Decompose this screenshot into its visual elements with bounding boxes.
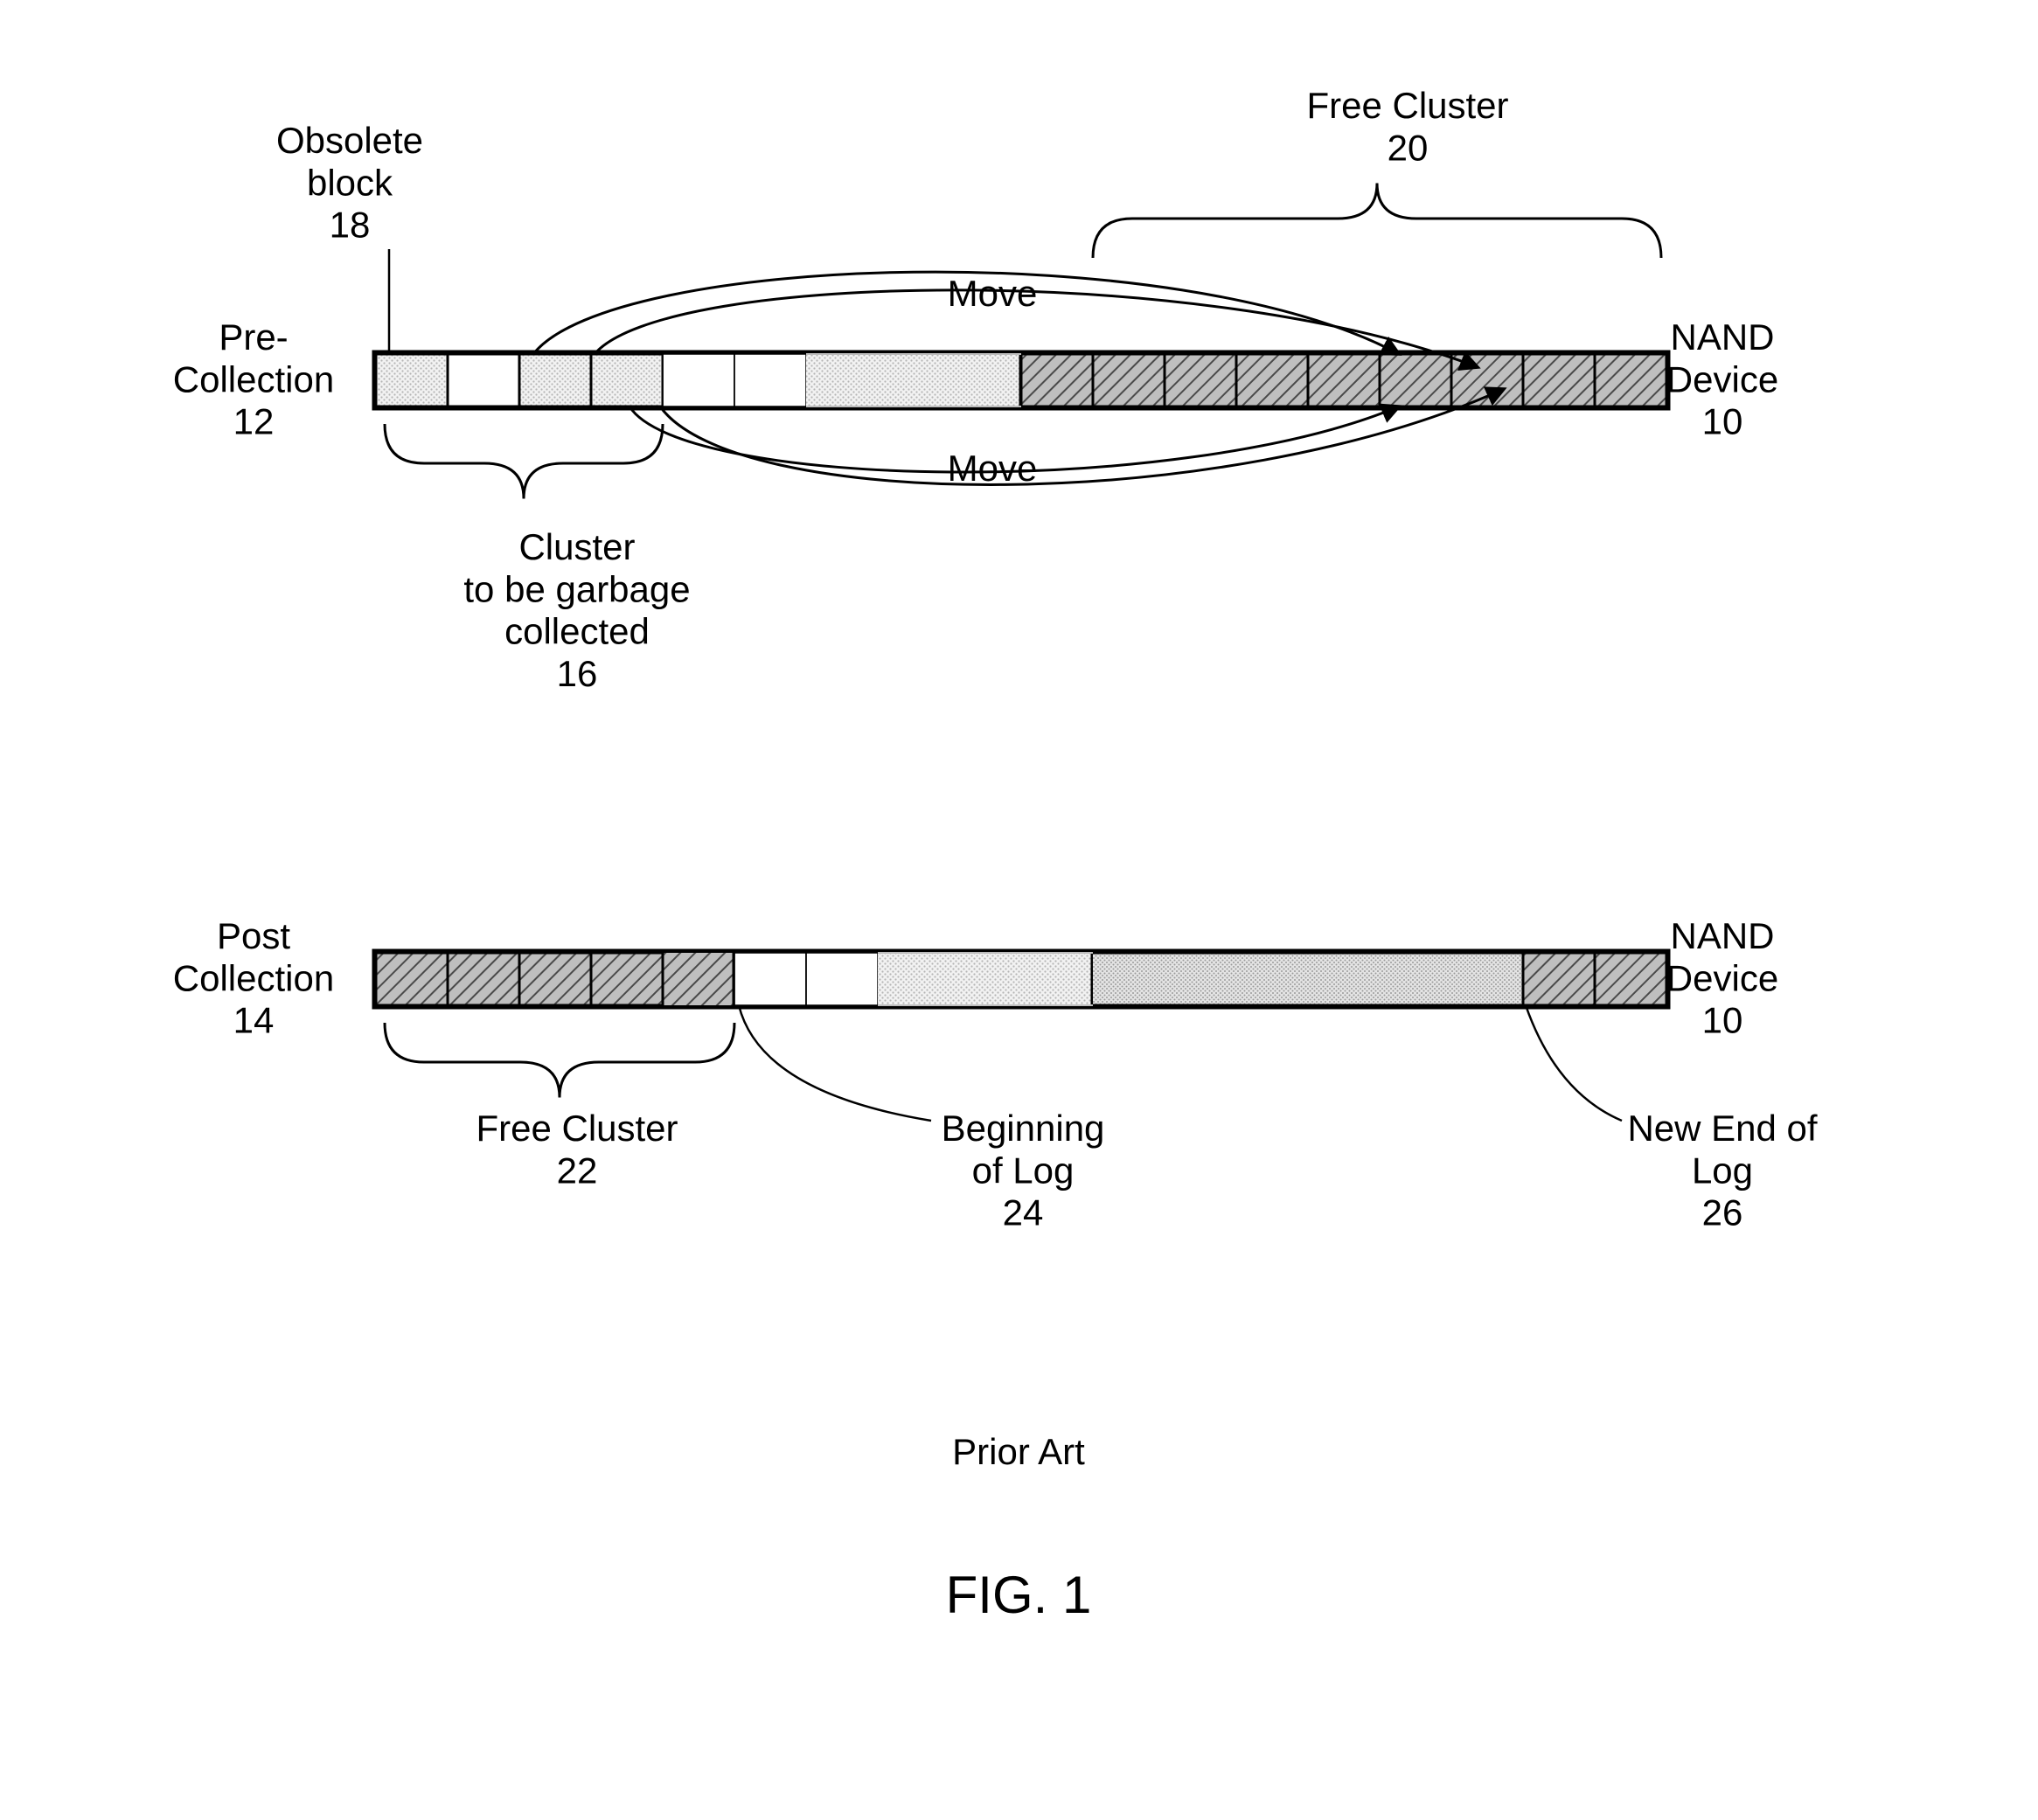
label-move-1: Move — [948, 273, 1038, 314]
svg-text:block: block — [307, 162, 393, 203]
svg-text:New End of: New End of — [1627, 1108, 1817, 1149]
label-cluster-16: Clusterto be garbagecollected16 — [463, 526, 690, 694]
svg-text:Pre-: Pre- — [219, 316, 288, 358]
svg-text:Obsolete: Obsolete — [276, 120, 423, 161]
svg-text:Collection: Collection — [173, 957, 334, 998]
svg-text:to be garbage: to be garbage — [463, 568, 690, 609]
brace-free-cluster-22 — [385, 1023, 734, 1098]
svg-text:24: 24 — [1003, 1192, 1044, 1233]
svg-text:Free Cluster: Free Cluster — [476, 1108, 678, 1149]
svg-text:20: 20 — [1388, 127, 1429, 168]
svg-text:14: 14 — [233, 1000, 275, 1041]
svg-text:collected: collected — [504, 611, 650, 652]
svg-text:Cluster: Cluster — [518, 526, 635, 567]
label-free-cluster-22: Free Cluster22 — [476, 1108, 678, 1191]
svg-text:12: 12 — [233, 401, 275, 442]
label-nand-10a: NANDDevice10 — [1666, 316, 1778, 442]
svg-text:10: 10 — [1702, 1000, 1743, 1041]
svg-text:Free Cluster: Free Cluster — [1306, 85, 1508, 126]
label-new-end-26: New End ofLog26 — [1627, 1108, 1817, 1233]
svg-text:10: 10 — [1702, 401, 1743, 442]
svg-text:Log: Log — [1692, 1150, 1753, 1191]
svg-text:Device: Device — [1666, 957, 1778, 998]
svg-text:Beginning: Beginning — [942, 1108, 1105, 1149]
svg-text:16: 16 — [557, 653, 598, 694]
brace-free-cluster-20 — [1093, 184, 1661, 259]
svg-text:22: 22 — [557, 1150, 598, 1191]
brace-cluster-16 — [385, 424, 663, 499]
label-prior-art: Prior Art — [952, 1431, 1085, 1472]
svg-text:NAND: NAND — [1670, 316, 1774, 358]
label-fig-1: FIG. 1 — [946, 1566, 1092, 1624]
label-post-collection-14: PostCollection14 — [173, 915, 334, 1041]
post-collection-bar — [374, 951, 1668, 1007]
label-obsolete-18: Obsoleteblock18 — [276, 120, 423, 246]
svg-text:of Log: of Log — [972, 1150, 1075, 1191]
label-nand-10b: NANDDevice10 — [1666, 915, 1778, 1041]
svg-text:Device: Device — [1666, 358, 1778, 399]
leader-new-end-26 — [1526, 1005, 1622, 1121]
leader-beginning-24 — [739, 1005, 931, 1121]
pre-collection-bar — [374, 352, 1668, 408]
label-move-2: Move — [948, 448, 1038, 489]
svg-text:Collection: Collection — [173, 358, 334, 399]
svg-text:Post: Post — [217, 915, 290, 956]
svg-text:NAND: NAND — [1670, 915, 1774, 956]
label-pre-collection-12: Pre-Collection12 — [173, 316, 334, 442]
svg-text:18: 18 — [330, 205, 371, 246]
label-beginning-24: Beginningof Log24 — [942, 1108, 1105, 1233]
label-free-cluster-20: Free Cluster20 — [1306, 85, 1508, 168]
svg-text:26: 26 — [1702, 1192, 1743, 1233]
figure-svg: Obsoleteblock18Free Cluster20Pre-Collect… — [0, 0, 2038, 1820]
